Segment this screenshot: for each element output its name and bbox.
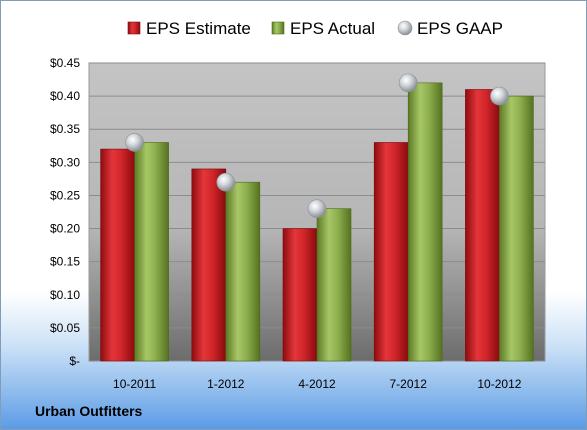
eps-gaap-marker	[398, 73, 418, 93]
y-tick-label: $0.15	[50, 255, 80, 269]
eps-gaap-marker	[490, 86, 509, 106]
eps-actual-bar	[407, 82, 443, 362]
eps-estimate-bar	[191, 168, 227, 362]
eps-gaap-marker	[216, 172, 236, 192]
legend: EPS Estimate EPS Actual EPS GAAP	[127, 19, 503, 38]
eps-actual-bar	[316, 208, 352, 362]
eps-actual-bar	[225, 181, 261, 362]
x-axis-ticks: 10-2011 1-2012 4-2012 7-2012 10-2012	[113, 377, 522, 391]
company-name: Urban Outfitters	[35, 403, 143, 419]
x-tick-label: 10-2012	[477, 377, 521, 391]
eps-estimate-bar	[373, 142, 409, 362]
y-tick-label: $0.30	[50, 155, 80, 169]
x-tick-label: 7-2012	[390, 377, 428, 391]
y-tick-label: $0.25	[50, 188, 80, 202]
gaap-markers	[125, 73, 509, 218]
y-tick-label: $0.05	[50, 321, 80, 335]
y-axis-ticks: $- $0.05 $0.10 $0.15 $0.20 $0.25 $0.30 $0.35 $0.…	[50, 56, 80, 368]
eps-gaap-marker	[307, 199, 327, 218]
eps-actual-bar	[499, 95, 534, 362]
legend-swatch	[397, 20, 413, 36]
y-tick-label: $-	[69, 354, 80, 368]
y-tick-label: $0.20	[50, 222, 80, 236]
y-tick-label: $0.10	[50, 288, 80, 302]
legend-swatch	[127, 21, 141, 35]
eps-actual-bar	[134, 142, 169, 362]
eps-gaap-marker	[125, 133, 144, 152]
y-tick-label: $0.35	[50, 122, 80, 136]
x-tick-label: 1-2012	[207, 377, 245, 391]
legend-label: EPS Actual	[290, 19, 375, 38]
y-tick-label: $0.40	[50, 89, 80, 103]
eps-estimate-bar	[282, 228, 318, 362]
legend-label: EPS GAAP	[417, 19, 503, 38]
legend-swatch	[271, 21, 285, 35]
y-tick-label: $0.45	[50, 56, 80, 70]
x-tick-label: 10-2011	[113, 377, 156, 391]
x-tick-label: 4-2012	[298, 377, 336, 391]
eps-estimate-bar	[100, 148, 135, 362]
eps-estimate-bar	[465, 89, 500, 362]
bar-series	[100, 82, 534, 362]
legend-label: EPS Estimate	[146, 19, 251, 38]
